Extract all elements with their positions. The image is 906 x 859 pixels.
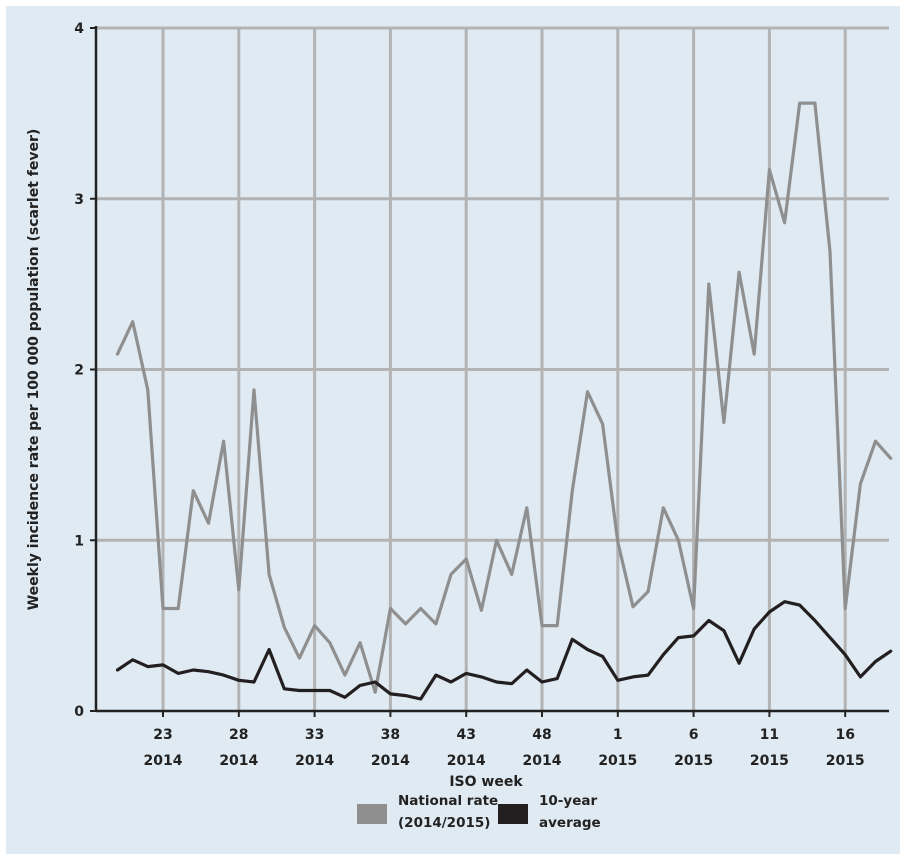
legend-swatch-2 <box>498 804 528 824</box>
series-line-1 <box>115 101 893 694</box>
x-tick-label-week: 48 <box>532 727 551 743</box>
x-tick-label-week: 43 <box>456 727 475 743</box>
x-tick-label-week: 6 <box>689 727 699 743</box>
x-tick-label-year: 2014 <box>447 753 486 769</box>
y-tick-label: 2 <box>74 363 84 379</box>
x-tick-label-week: 16 <box>835 727 854 743</box>
x-tick-label-week: 23 <box>153 727 172 743</box>
x-tick-label-year: 2015 <box>826 753 865 769</box>
axes <box>90 26 889 717</box>
x-tick-label-year: 2014 <box>371 753 410 769</box>
x-tick-label-week: 38 <box>381 727 400 743</box>
y-tick-label: 3 <box>74 192 84 208</box>
legend-label-2: 10-year <box>539 793 597 809</box>
legend-label-2: average <box>539 815 601 831</box>
x-tick-label-week: 1 <box>613 727 623 743</box>
series-lines <box>115 101 893 701</box>
x-tick-label-year: 2015 <box>674 753 713 769</box>
legend-label-1: National rate <box>398 793 498 809</box>
chart-container: 0 1 2 3 4 23 2014 28 2014 33 2014 38 2014 43 2014 48 201… <box>6 6 900 854</box>
x-tick-label-week: 11 <box>760 727 779 743</box>
legend-swatch-1 <box>357 804 387 824</box>
y-tick-label: 0 <box>74 704 84 720</box>
x-tick-label-week: 28 <box>229 727 248 743</box>
legend: National rate (2014/2015) 10-year average <box>357 793 601 831</box>
x-axis-title: ISO week <box>449 774 523 790</box>
series-line-2 <box>115 600 893 701</box>
x-tick-label-year: 2014 <box>523 753 562 769</box>
x-tick-label-year: 2015 <box>598 753 637 769</box>
grid <box>96 26 889 711</box>
tick-labels: 0123423201428201433201438201443201448201… <box>74 21 864 769</box>
y-axis-title: Weekly incidence rate per 100 000 popula… <box>26 129 42 611</box>
x-tick-label-year: 2014 <box>295 753 334 769</box>
x-tick-label-year: 2014 <box>219 753 258 769</box>
y-tick-label: 4 <box>74 21 84 37</box>
x-tick-label-year: 2014 <box>144 753 183 769</box>
line-chart: 0123423201428201433201438201443201448201… <box>26 21 893 831</box>
x-tick-label-week: 33 <box>305 727 324 743</box>
y-tick-label: 1 <box>74 533 84 549</box>
x-tick-label-year: 2015 <box>750 753 789 769</box>
legend-label-1: (2014/2015) <box>398 815 490 831</box>
